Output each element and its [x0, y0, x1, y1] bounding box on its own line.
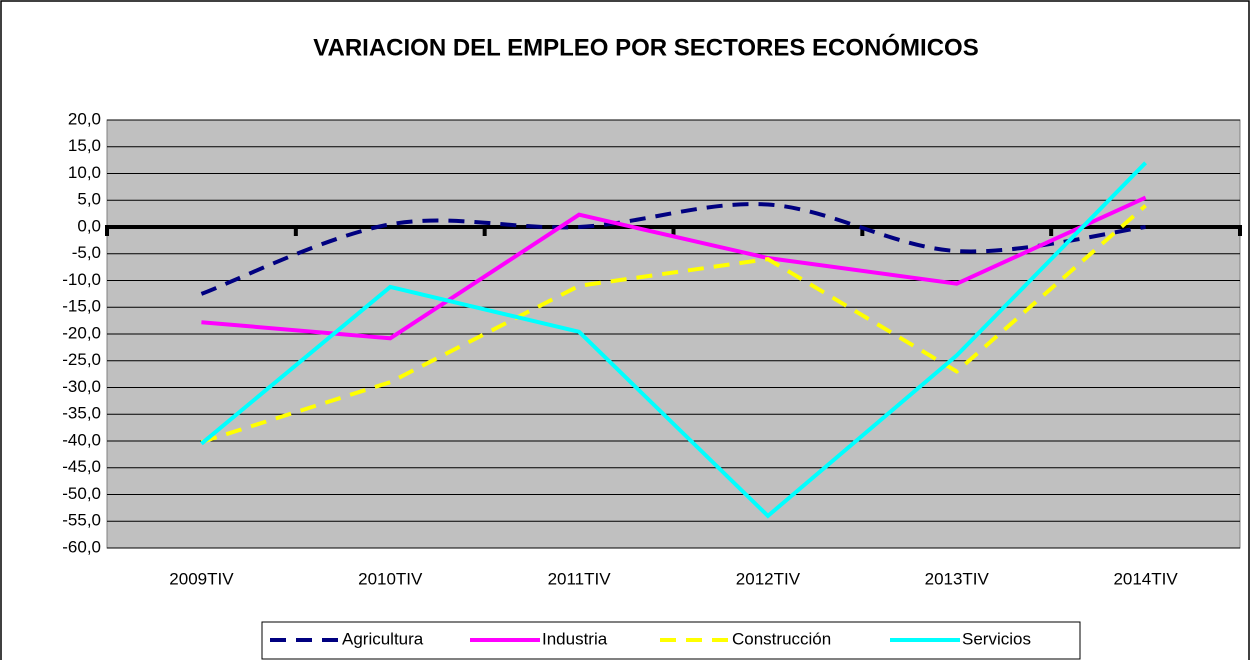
x-tick-label: 2009TIV	[169, 569, 234, 588]
y-tick-label: -20,0	[62, 323, 101, 342]
series-line	[201, 195, 1147, 341]
legend-label: Agricultura	[342, 629, 424, 648]
series-line	[200, 161, 1148, 519]
y-tick-label: 15,0	[68, 136, 101, 155]
x-tick-label: 2011TIV	[548, 569, 612, 588]
y-tick-label: -5,0	[72, 243, 101, 262]
y-tick-label: -15,0	[62, 297, 101, 316]
y-tick-label: 5,0	[77, 190, 101, 209]
x-tick-label: 2014TIV	[1113, 569, 1178, 588]
y-tick-label: -40,0	[62, 430, 101, 449]
y-tick-label: -25,0	[62, 350, 101, 369]
legend-label: Servicios	[962, 629, 1031, 648]
y-tick-label: -55,0	[62, 511, 101, 530]
y-tick-label: -60,0	[62, 537, 101, 556]
y-tick-label: -35,0	[62, 404, 101, 423]
chart-title: VARIACION DEL EMPLEO POR SECTORES ECONÓM…	[313, 33, 978, 61]
legend-label: Industria	[542, 629, 608, 648]
x-tick-label: 2010TIV	[358, 569, 423, 588]
legend-label: Construcción	[732, 629, 831, 648]
y-tick-label: -50,0	[62, 484, 101, 503]
y-tick-label: 20,0	[68, 109, 101, 128]
y-tick-label: 0,0	[77, 216, 101, 235]
x-tick-label: 2012TIV	[736, 569, 801, 588]
x-tick-label: 2013TIV	[925, 569, 990, 588]
series-line	[200, 204, 1147, 444]
y-tick-label: -10,0	[62, 270, 101, 289]
y-tick-label: -45,0	[62, 457, 101, 476]
series-line	[200, 202, 1146, 296]
y-tick-label: -30,0	[62, 377, 101, 396]
y-tick-label: 10,0	[68, 163, 101, 182]
